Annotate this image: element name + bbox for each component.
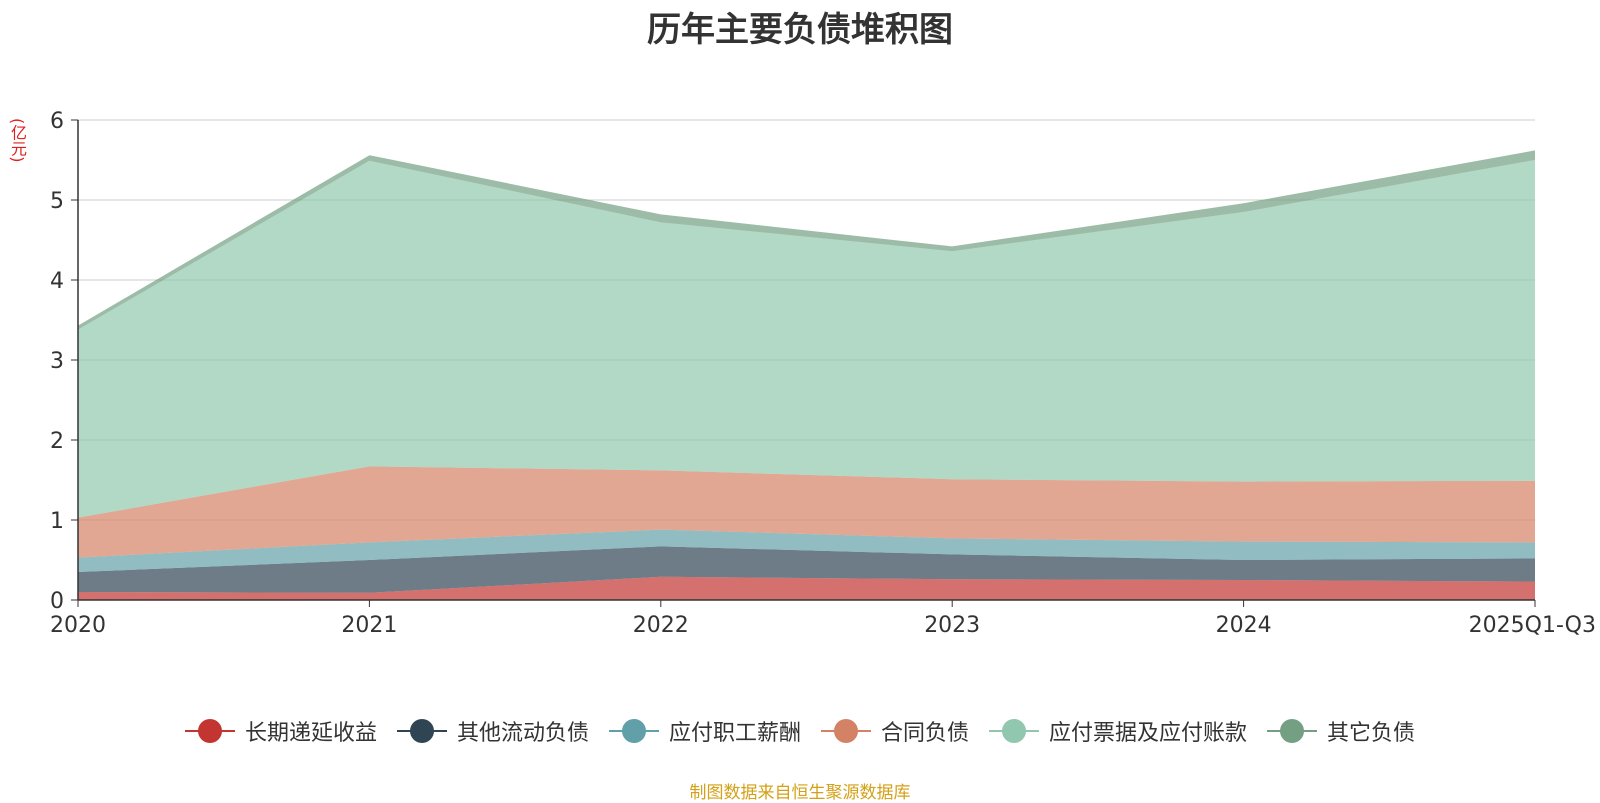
area-series-0: [78, 576, 1535, 600]
source-note: 制图数据来自恒生聚源数据库: [689, 783, 911, 803]
legend-item-0[interactable]: 长期递延收益: [184, 715, 377, 747]
legend-item-4[interactable]: 应付票据及应付账款: [989, 715, 1247, 747]
axes: 0 1 2 3 4 5 6 2020 2021 2022 2023 2024 2025Q1-Q3: [50, 109, 1596, 638]
area-series-4: [78, 160, 1535, 518]
area-series-1: [78, 546, 1535, 593]
x-tick-label: 2024: [1216, 613, 1272, 638]
y-tick-label: 2: [50, 429, 64, 454]
legend-swatch-icon: [989, 719, 1040, 743]
area-series-2: [78, 529, 1535, 572]
y-tick-label: 0: [50, 589, 64, 614]
legend-item-3[interactable]: 合同负债: [821, 715, 969, 747]
x-tick-label: 2025Q1-Q3: [1469, 613, 1596, 638]
area-series: [78, 150, 1535, 600]
y-tick-label: 6: [50, 109, 64, 134]
y-tick-label: 3: [50, 349, 64, 374]
area-series-3: [78, 466, 1535, 558]
x-tick-label: 2023: [924, 613, 980, 638]
legend-item-2[interactable]: 应付职工薪酬: [608, 715, 801, 747]
y-tick-label: 1: [50, 509, 64, 534]
legend-swatch-icon: [821, 719, 871, 743]
legend: 长期递延收益 其他流动负债 应付职工薪酬 合同负债 应付票据及应付账款 其它负债: [0, 715, 1600, 747]
x-tick-label: 2020: [50, 613, 106, 638]
legend-label: 合同负债: [881, 721, 970, 746]
y-axis-unit-label: (亿元): [8, 118, 27, 163]
y-tick-label: 4: [50, 269, 64, 294]
chart-title: 历年主要负债堆积图: [647, 10, 953, 50]
y-tick-label: 5: [50, 189, 64, 214]
legend-label: 应付职工薪酬: [668, 721, 801, 746]
legend-label: 其他流动负债: [456, 721, 589, 746]
legend-swatch-icon: [396, 719, 447, 743]
legend-label: 应付票据及应付账款: [1049, 721, 1248, 746]
legend-item-5[interactable]: 其它负债: [1267, 715, 1415, 747]
legend-swatch-icon: [184, 719, 235, 743]
legend-label: 长期递延收益: [244, 721, 377, 746]
x-tick-label: 2021: [341, 613, 397, 638]
legend-label: 其它负债: [1327, 721, 1416, 746]
x-tick-label: 2022: [633, 613, 689, 638]
legend-swatch-icon: [1267, 719, 1318, 743]
legend-swatch-icon: [608, 719, 659, 743]
legend-item-1[interactable]: 其他流动负债: [396, 715, 589, 747]
